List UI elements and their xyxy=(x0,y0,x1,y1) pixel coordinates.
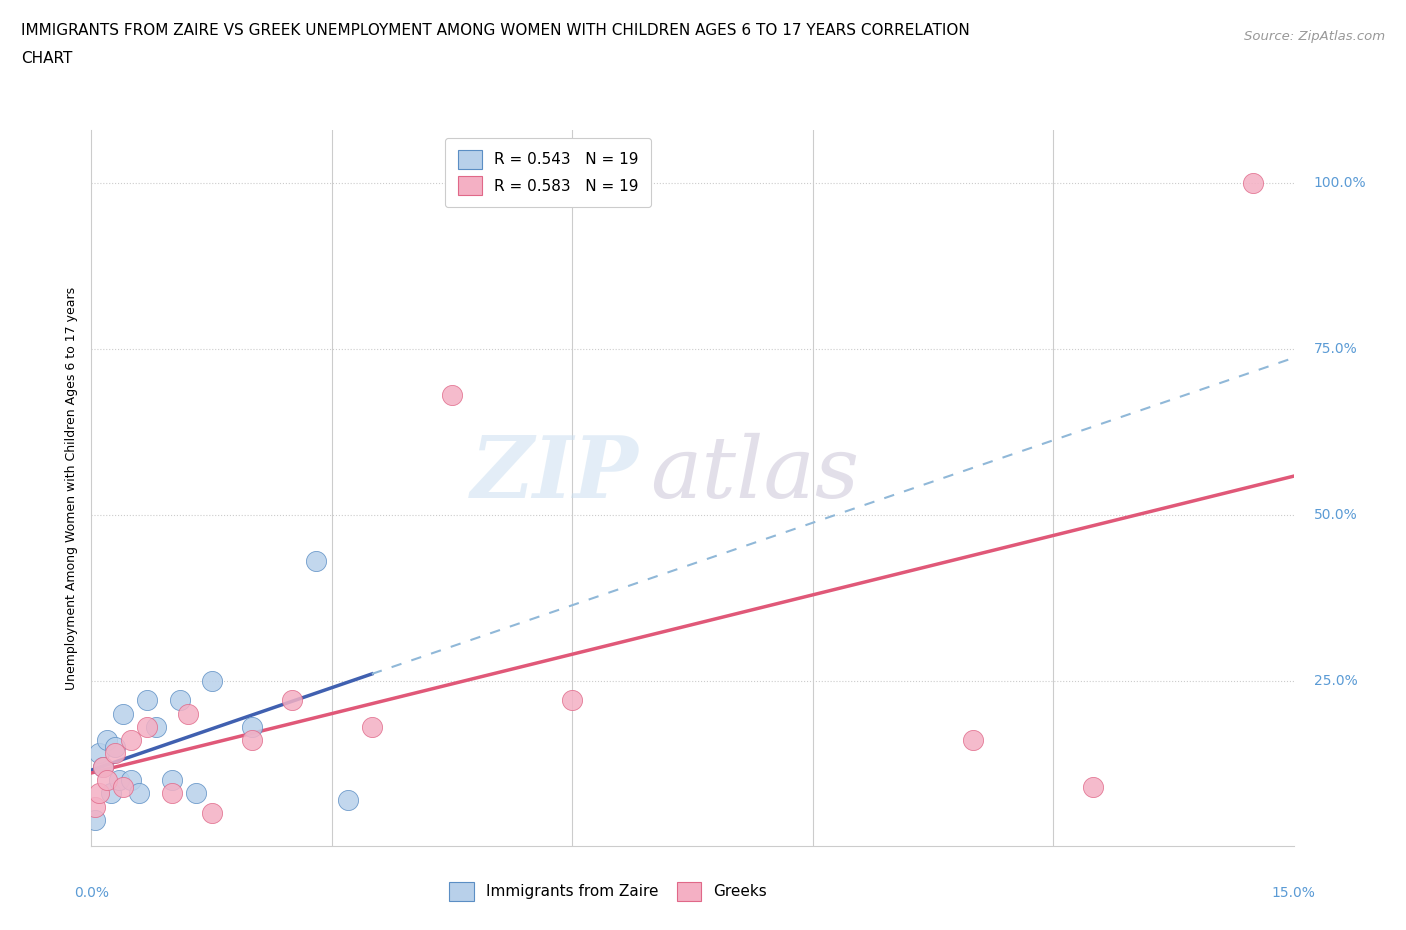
Point xyxy=(104,746,127,761)
Point xyxy=(84,812,107,827)
Point xyxy=(136,693,159,708)
Point xyxy=(176,706,198,721)
Point xyxy=(305,553,328,568)
Point xyxy=(128,786,150,801)
Point xyxy=(84,799,107,814)
Text: 15.0%: 15.0% xyxy=(1271,886,1316,900)
Text: 100.0%: 100.0% xyxy=(1313,177,1367,191)
Point xyxy=(201,805,224,820)
Point xyxy=(89,746,111,761)
Text: Source: ZipAtlas.com: Source: ZipAtlas.com xyxy=(1244,30,1385,43)
Point xyxy=(96,773,118,788)
Point xyxy=(145,720,167,735)
Point xyxy=(112,706,135,721)
Point xyxy=(160,786,183,801)
Point xyxy=(104,739,127,754)
Point xyxy=(121,773,143,788)
Point xyxy=(201,673,224,688)
Y-axis label: Unemployment Among Women with Children Ages 6 to 17 years: Unemployment Among Women with Children A… xyxy=(65,286,77,690)
Point xyxy=(93,759,115,774)
Text: CHART: CHART xyxy=(21,51,73,66)
Point xyxy=(240,720,263,735)
Point xyxy=(360,720,382,735)
Point xyxy=(336,792,359,807)
Point xyxy=(160,773,183,788)
Point xyxy=(240,733,263,748)
Text: IMMIGRANTS FROM ZAIRE VS GREEK UNEMPLOYMENT AMONG WOMEN WITH CHILDREN AGES 6 TO : IMMIGRANTS FROM ZAIRE VS GREEK UNEMPLOYM… xyxy=(21,23,970,38)
Text: ZIP: ZIP xyxy=(471,432,638,515)
Text: atlas: atlas xyxy=(651,432,859,515)
Point xyxy=(121,733,143,748)
Point xyxy=(962,733,984,748)
Point xyxy=(169,693,191,708)
Point xyxy=(89,786,111,801)
Point xyxy=(108,773,131,788)
Point xyxy=(281,693,304,708)
Point xyxy=(184,786,207,801)
Point xyxy=(136,720,159,735)
Legend: Immigrants from Zaire, Greeks: Immigrants from Zaire, Greeks xyxy=(443,876,773,907)
Point xyxy=(93,759,115,774)
Text: 0.0%: 0.0% xyxy=(75,886,108,900)
Text: 75.0%: 75.0% xyxy=(1313,342,1357,356)
Point xyxy=(100,786,122,801)
Point xyxy=(112,779,135,794)
Text: 50.0%: 50.0% xyxy=(1313,508,1357,522)
Text: 25.0%: 25.0% xyxy=(1313,673,1357,687)
Point xyxy=(1243,176,1265,191)
Point xyxy=(96,733,118,748)
Point xyxy=(561,693,583,708)
Point xyxy=(1083,779,1105,794)
Point xyxy=(441,388,464,403)
